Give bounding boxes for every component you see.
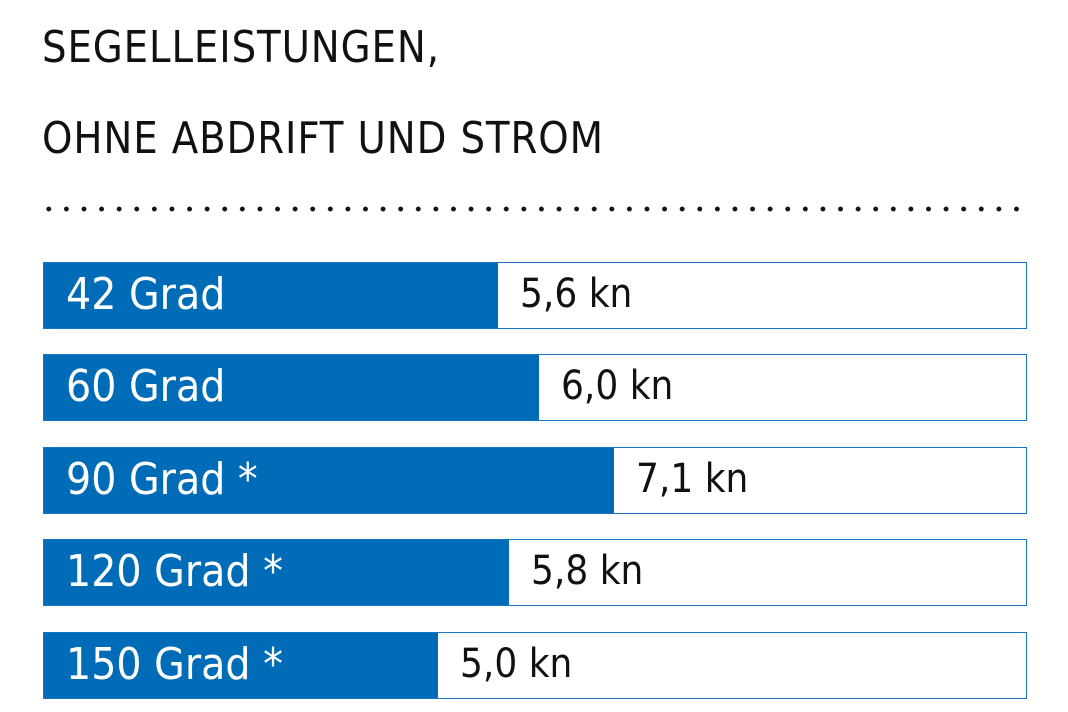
bar-label: 90 Grad * [66, 454, 258, 505]
bar-row-42: 42 Grad 5,6 kn [43, 262, 1027, 329]
bar-fill [44, 355, 539, 420]
bar-fill [44, 448, 614, 513]
bar-row-60: 60 Grad 6,0 kn [43, 354, 1027, 421]
chart-title-line1: SEGELLEISTUNGEN, [42, 22, 440, 73]
bar-row-150: 150 Grad * 5,0 kn [43, 632, 1027, 699]
bar-row-90: 90 Grad * 7,1 kn [43, 447, 1027, 514]
chart-title-line2: OHNE ABDRIFT UND STROM [42, 113, 604, 164]
bar-row-120: 120 Grad * 5,8 kn [43, 539, 1027, 606]
bar-value: 5,0 kn [460, 641, 573, 687]
bar-label: 120 Grad * [66, 546, 283, 597]
bar-label: 42 Grad [66, 269, 226, 320]
bar-value: 5,8 kn [531, 548, 644, 594]
bar-label: 60 Grad [66, 361, 226, 412]
dotted-divider [40, 205, 1030, 213]
bar-value: 6,0 kn [561, 363, 674, 409]
bar-value: 7,1 kn [636, 456, 749, 502]
bar-fill [44, 633, 438, 698]
bar-fill [44, 263, 498, 328]
bar-label: 150 Grad * [66, 639, 283, 690]
bar-fill [44, 540, 509, 605]
bar-value: 5,6 kn [520, 271, 633, 317]
